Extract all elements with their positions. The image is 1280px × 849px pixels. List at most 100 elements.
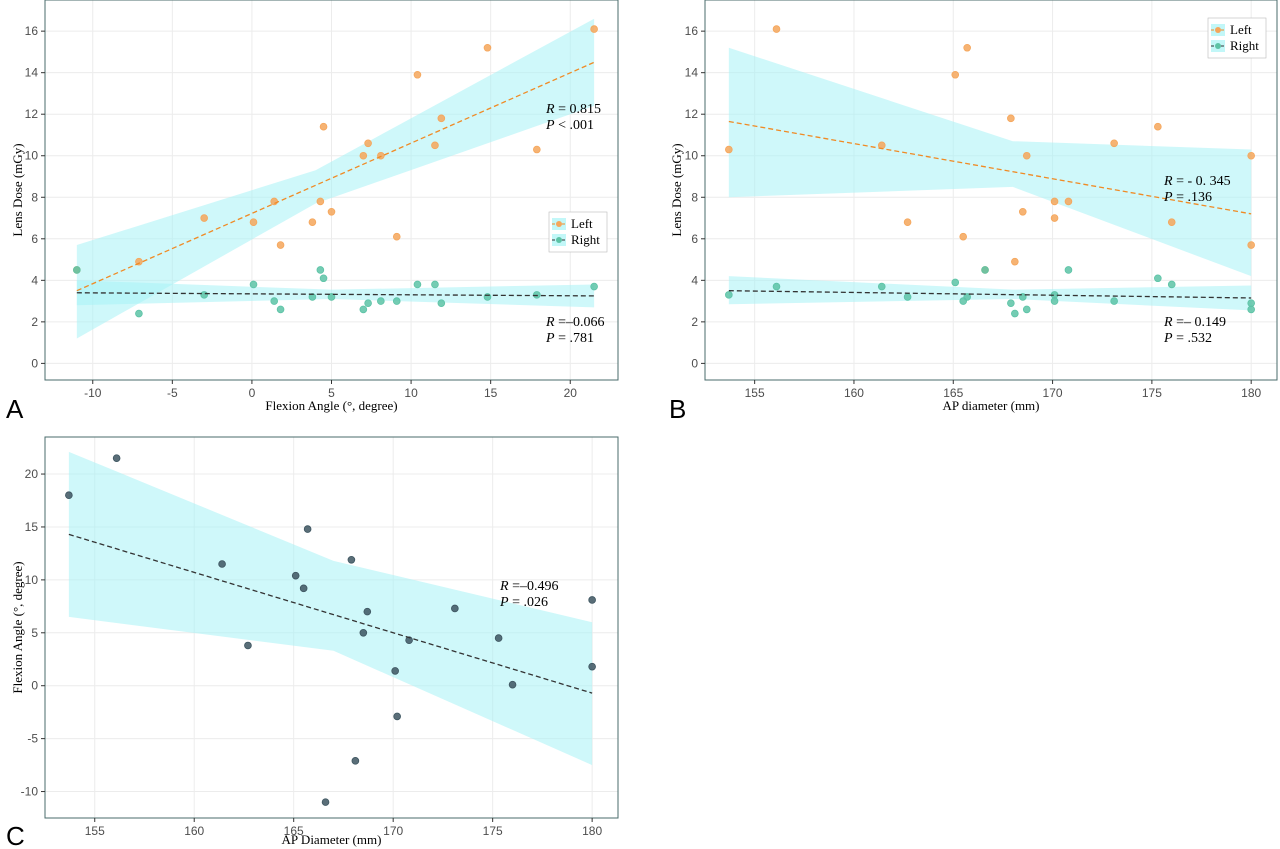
data-point-left: [951, 70, 960, 79]
y-axis-title: Lens Dose (mGy): [669, 143, 684, 236]
data-point-right: [1247, 299, 1255, 307]
data-point-left: [249, 218, 258, 226]
data-point-obs: [393, 712, 401, 721]
data-point-right: [249, 280, 258, 289]
data-point-obs: [588, 662, 596, 671]
data-point-left: [270, 197, 279, 206]
confidence-band-fit: [68, 451, 593, 766]
y-tick-label: 0: [31, 356, 38, 370]
data-point-left: [437, 114, 446, 123]
data-point-obs: [494, 634, 503, 642]
data-point-left: [135, 257, 143, 266]
data-point-left: [431, 141, 439, 150]
data-point-right: [1167, 280, 1176, 289]
data-point-obs: [303, 525, 312, 533]
legend-key-point: [556, 237, 562, 243]
legend-key-point: [1215, 27, 1221, 33]
data-point-left: [1022, 151, 1031, 160]
data-point-left: [1018, 208, 1027, 216]
y-tick-label: 10: [685, 149, 699, 163]
data-point-right: [327, 293, 336, 301]
x-axis-title: Flexion Angle (°, degree): [265, 398, 397, 413]
plot-frame: [704, 0, 1278, 381]
x-tick-label: 170: [1043, 386, 1063, 400]
y-tick-label: 6: [691, 232, 698, 246]
x-tick-label: 5: [328, 386, 335, 400]
y-tick-label: 12: [25, 107, 39, 121]
data-point-right: [276, 305, 285, 314]
y-tick-label: -10: [21, 785, 39, 799]
x-tick-label: -5: [167, 386, 178, 400]
data-point-left: [308, 218, 317, 226]
data-point-left: [327, 208, 336, 216]
p-statistic: P < .001: [545, 118, 594, 133]
y-tick-label: 14: [25, 66, 39, 80]
x-tick-label: 160: [184, 824, 204, 838]
y-tick-label: 6: [31, 232, 38, 246]
y-tick-label: 8: [691, 190, 698, 204]
x-tick-label: 15: [484, 386, 498, 400]
data-point-left: [533, 145, 541, 154]
y-axis-title: Flexion Angle (°, degree): [10, 561, 25, 693]
x-tick-label: 175: [1142, 386, 1162, 400]
data-point-obs: [588, 596, 596, 604]
data-point-left: [1154, 122, 1162, 131]
x-axis-title: AP Diameter (mm): [282, 832, 382, 847]
data-point-left: [725, 145, 733, 154]
y-tick-label: 12: [685, 107, 699, 121]
p-statistic: P = .532: [1163, 331, 1212, 346]
confidence-band-left: [76, 18, 595, 339]
y-tick-label: 15: [25, 520, 39, 534]
r-statistic: R = - 0. 345: [1163, 174, 1231, 189]
data-point-right: [308, 293, 317, 301]
y-tick-label: -5: [27, 732, 38, 746]
data-point-right: [319, 274, 328, 283]
data-point-left: [1064, 197, 1073, 206]
data-point-left: [319, 122, 328, 131]
data-point-left: [1007, 114, 1015, 123]
x-axis-title: AP diameter (mm): [943, 398, 1040, 413]
y-tick-label: 16: [25, 24, 39, 38]
data-point-right: [1022, 305, 1031, 314]
data-point-left: [772, 25, 781, 33]
r-statistic: R =–0.066: [545, 315, 604, 330]
data-point-right: [725, 291, 733, 299]
data-point-right: [1064, 266, 1073, 274]
data-point-right: [1050, 297, 1059, 305]
data-point-left: [1050, 214, 1059, 222]
y-tick-label: 2: [31, 315, 38, 329]
legend-key-point: [556, 221, 562, 227]
y-tick-label: 4: [691, 273, 698, 287]
y-tick-label: 5: [31, 626, 38, 640]
data-point-obs: [112, 454, 121, 462]
data-point-right: [772, 282, 781, 291]
data-point-left: [276, 241, 285, 249]
x-tick-label: 10: [404, 386, 418, 400]
data-point-right: [377, 297, 385, 305]
p-statistic: P = .026: [499, 595, 548, 610]
data-point-obs: [65, 491, 73, 500]
data-point-right: [364, 299, 372, 307]
data-point-right: [1247, 305, 1255, 314]
data-point-right: [135, 309, 143, 318]
data-point-right: [903, 293, 912, 301]
data-point-right: [359, 305, 368, 314]
p-statistic: P = .136: [1163, 190, 1212, 205]
y-tick-label: 2: [691, 315, 698, 329]
data-point-right: [1154, 274, 1162, 283]
fit-line-fit: [68, 533, 593, 694]
data-point-right: [392, 297, 401, 305]
x-tick-label: 170: [383, 824, 403, 838]
data-point-left: [364, 139, 372, 148]
data-point-right: [1011, 309, 1019, 318]
data-point-left: [200, 214, 208, 222]
panel-a: -10 -5 0 5 10 15 20 0 2 4 6 8 10 12 14 16 Flexion Angle …: [6, 0, 619, 424]
data-point-obs: [218, 560, 226, 568]
data-point-right: [963, 293, 971, 301]
data-point-left: [959, 232, 967, 241]
data-point-right: [200, 291, 208, 299]
data-point-left: [483, 43, 492, 52]
data-point-right: [877, 282, 886, 291]
data-point-right: [413, 280, 422, 289]
